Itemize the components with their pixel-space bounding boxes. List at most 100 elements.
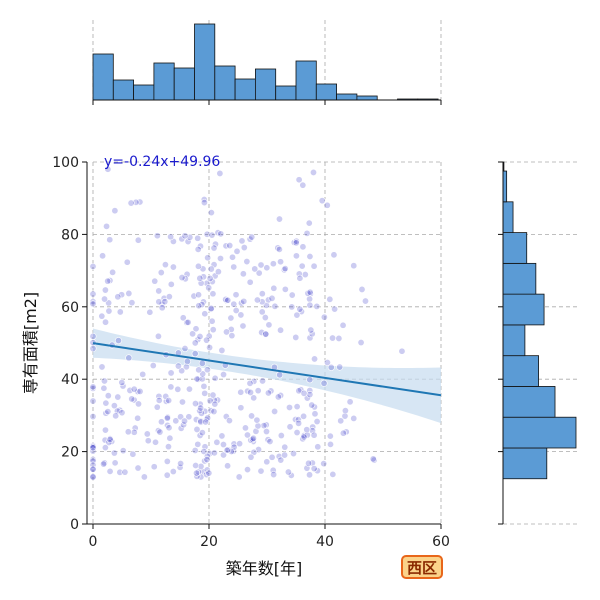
top-hist-bar xyxy=(254,68,277,101)
scatter-point xyxy=(211,400,219,408)
scatter-point xyxy=(216,169,224,177)
scatter-point xyxy=(101,444,109,452)
scatter-point xyxy=(208,231,216,239)
scatter-point xyxy=(310,465,318,473)
scatter-point xyxy=(220,451,228,459)
scatter-point xyxy=(146,308,154,316)
scatter-point xyxy=(174,362,182,370)
scatter-point xyxy=(214,268,222,276)
scatter-point xyxy=(280,266,288,274)
scatter-point xyxy=(210,408,218,416)
regression-line xyxy=(92,342,442,397)
scatter-point xyxy=(103,222,111,230)
x-tick-label: 40 xyxy=(316,534,334,550)
scatter-point xyxy=(89,413,97,421)
scatter-point xyxy=(233,247,241,255)
top-hist-bar xyxy=(336,93,358,101)
scatter-point xyxy=(326,295,334,303)
scatter-point xyxy=(174,385,182,393)
scatter-point xyxy=(178,398,186,406)
scatter-point xyxy=(277,326,285,334)
scatter-point xyxy=(112,412,120,420)
scatter-point xyxy=(243,258,251,266)
scatter-point xyxy=(260,422,268,430)
scatter-point xyxy=(89,290,97,298)
main-axes: 0 20 40 60 0 20 40 60 80 100 xyxy=(52,155,450,550)
scatter-point xyxy=(167,383,175,391)
scatter-point xyxy=(313,418,321,426)
scatter-point xyxy=(165,397,173,405)
scatter-point xyxy=(309,423,317,431)
scatter-point xyxy=(223,328,231,336)
scatter-point xyxy=(266,438,274,446)
scatter-point xyxy=(253,296,261,304)
top-hist-bar xyxy=(295,60,317,101)
scatter-point xyxy=(98,312,106,320)
scatter-point xyxy=(277,432,285,440)
regression-equation: y=-0.24x+49.96 xyxy=(104,154,220,170)
scatter-point xyxy=(134,236,142,244)
scatter-point xyxy=(106,236,114,244)
scatter-point xyxy=(244,466,252,474)
scatter-point xyxy=(89,397,97,405)
scatter-point xyxy=(128,299,136,307)
scatter-point xyxy=(296,305,304,313)
scatter-point xyxy=(237,311,245,319)
scatter-point xyxy=(101,426,109,434)
right-histogram xyxy=(498,161,578,525)
scatter-point xyxy=(206,274,214,282)
scatter-point xyxy=(220,371,228,379)
scatter-point xyxy=(116,308,124,316)
scatter-point xyxy=(320,460,328,468)
scatter-point xyxy=(177,460,185,468)
scatter-point xyxy=(153,232,161,240)
scatter-point xyxy=(341,412,349,420)
scatter-point xyxy=(227,447,235,455)
scatter-point xyxy=(163,414,171,422)
scatter-point xyxy=(224,462,232,470)
scatter-point xyxy=(248,412,256,420)
scatter-point xyxy=(335,334,343,342)
confidence-band xyxy=(93,328,441,424)
scatter-point xyxy=(210,449,218,457)
scatter-point xyxy=(194,440,202,448)
scatter-point xyxy=(181,232,189,240)
scatter-point xyxy=(104,165,112,173)
scatter-point xyxy=(149,362,157,370)
scatter-point xyxy=(306,387,314,395)
scatter-point xyxy=(257,467,265,475)
scatter-point xyxy=(101,286,109,294)
scatter-point xyxy=(209,391,217,399)
scatter-point xyxy=(308,401,316,409)
scatter-point xyxy=(274,393,282,401)
scatter-point xyxy=(230,300,238,308)
right-hist-bar xyxy=(502,170,508,203)
scatter-point xyxy=(218,346,226,354)
scatter-point xyxy=(263,264,271,272)
scatter-point xyxy=(308,330,316,338)
scatter-point xyxy=(191,339,199,347)
scatter-point xyxy=(281,443,289,451)
scatter-point xyxy=(163,457,171,465)
scatter-point xyxy=(219,441,227,449)
top-hist-bar xyxy=(356,95,378,101)
scatter-point xyxy=(206,344,214,352)
scatter-point xyxy=(320,313,328,321)
top-hist-bar xyxy=(173,67,195,101)
right-hist-bar xyxy=(502,293,545,326)
scatter-point xyxy=(185,413,193,421)
scatter-point xyxy=(247,388,255,396)
scatter-point xyxy=(232,291,240,299)
x-axis-title: 築年数[年] xyxy=(226,559,303,578)
scatter-point xyxy=(104,392,112,400)
y-tick-label: 20 xyxy=(61,445,79,461)
scatter-point xyxy=(257,261,265,269)
scatter-point xyxy=(199,273,207,281)
scatter-point xyxy=(163,471,171,479)
scatter-point xyxy=(110,402,118,410)
scatter-point xyxy=(228,332,236,340)
scatter-point xyxy=(270,471,278,479)
scatter-point xyxy=(109,268,117,276)
scatter-point xyxy=(226,242,234,250)
scatter-point xyxy=(200,448,208,456)
